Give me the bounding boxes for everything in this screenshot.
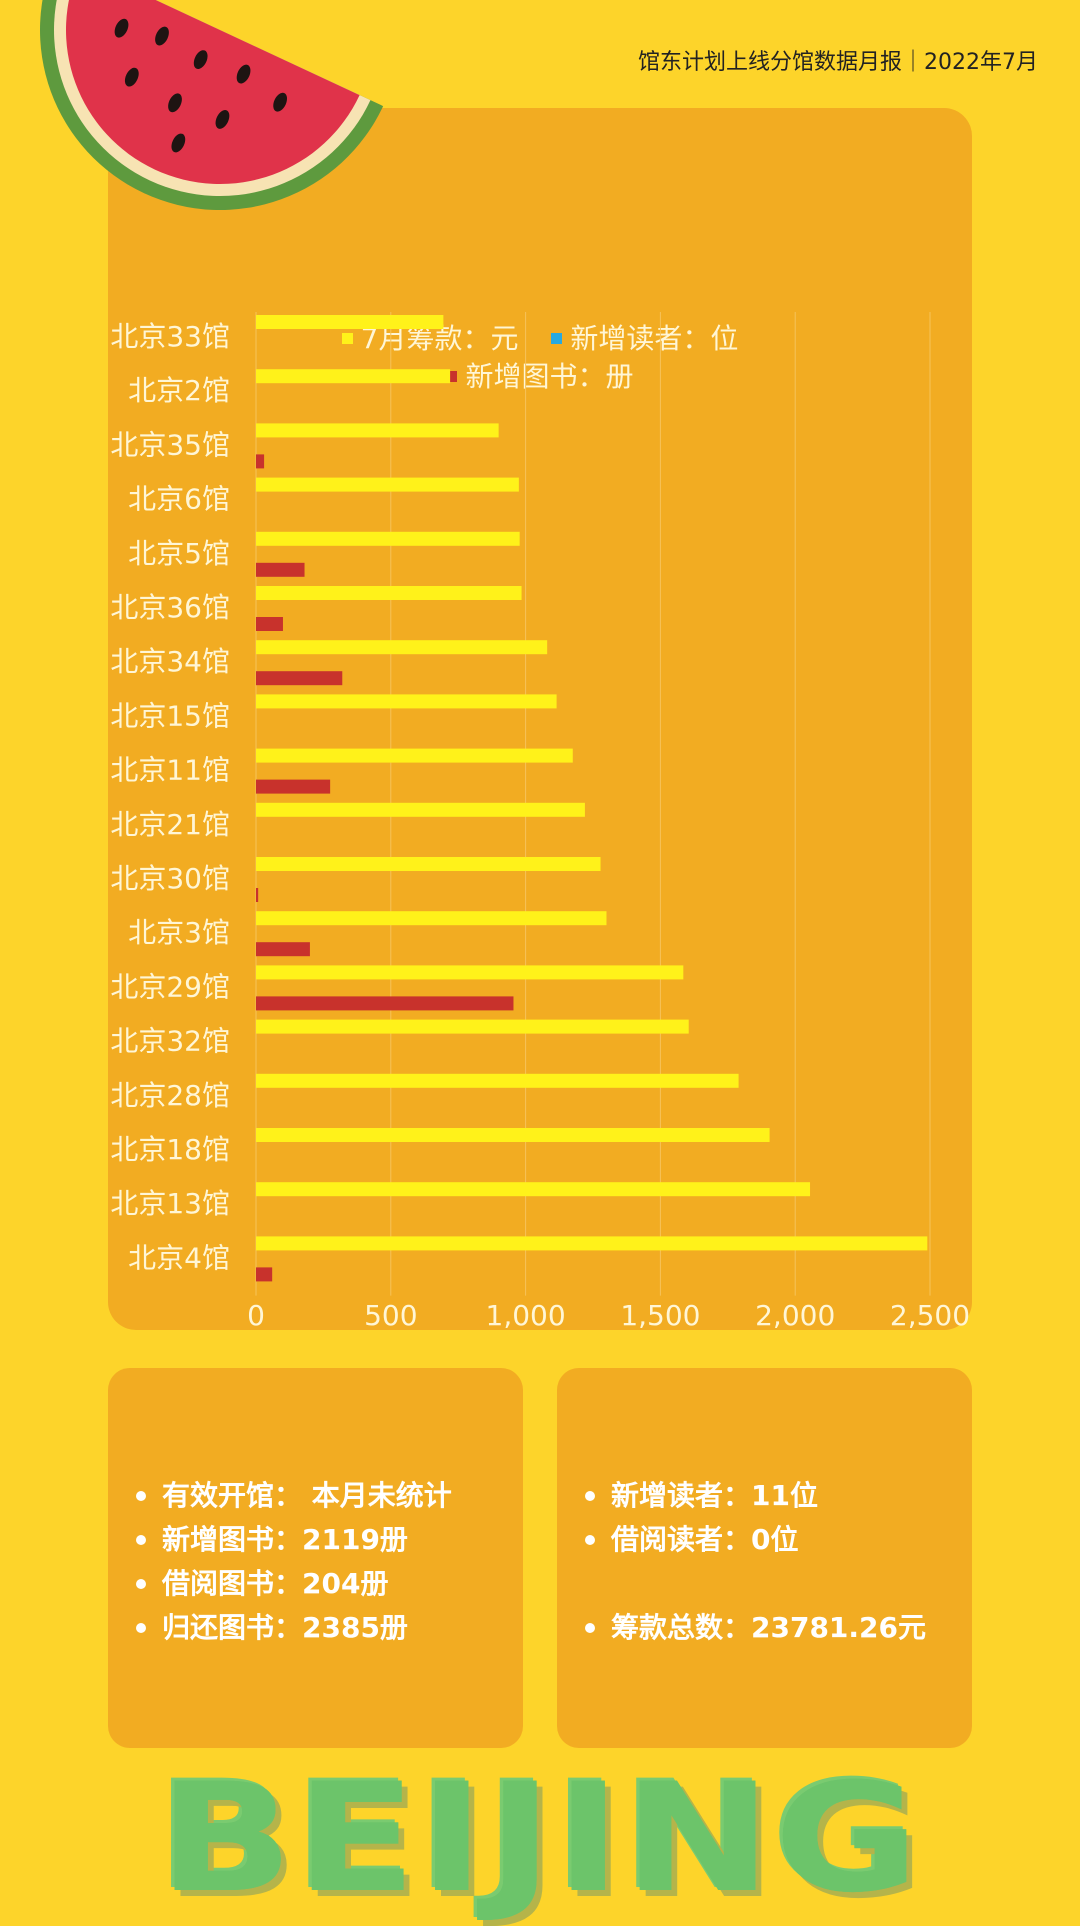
x-tick-label: 1,500 — [620, 1299, 700, 1332]
bar-books — [256, 779, 331, 794]
legend-swatch-funds — [341, 332, 353, 344]
stat-new-readers: 新增读者：11位 — [583, 1474, 926, 1518]
bar-books — [256, 671, 343, 686]
bar-books — [256, 454, 265, 469]
bar-funds — [256, 477, 519, 492]
y-category-label: 北京28馆 — [110, 1079, 230, 1112]
bar-books — [256, 996, 514, 1011]
y-category-label: 北京11馆 — [110, 754, 230, 787]
bar-funds — [256, 369, 451, 384]
stat-returned-books: 归还图书：2385册 — [134, 1606, 452, 1650]
stat-borrowing-readers: 借阅读者：0位 — [583, 1518, 926, 1562]
chart-legend: 7月筹款：元 新增读者：位 新增图书：册 — [108, 320, 972, 396]
bar-books — [256, 617, 283, 631]
y-category-label: 北京3馆 — [128, 916, 230, 949]
stat-open-branches: 有效开馆： 本月未统计 — [134, 1474, 452, 1518]
stats-card-readers: 新增读者：11位 借阅读者：0位 筹款总数：23781.26元 — [557, 1368, 972, 1748]
x-tick-label: 1,000 — [486, 1299, 566, 1332]
brand-title: BEIJING — [158, 1752, 922, 1926]
x-tick-label: 0 — [247, 1299, 265, 1332]
bar-books — [256, 888, 259, 902]
y-category-label: 北京29馆 — [110, 970, 230, 1003]
y-category-label: 北京21馆 — [110, 808, 230, 841]
y-category-label: 北京30馆 — [110, 862, 230, 895]
x-tick-label: 500 — [364, 1299, 417, 1332]
bar-funds — [256, 911, 607, 926]
report-title: 馆东计划上线分馆数据月报｜2022年7月 — [638, 50, 1038, 75]
bar-books — [256, 942, 310, 957]
y-category-label: 北京13馆 — [110, 1187, 230, 1220]
stat-borrowed-books: 借阅图书：204册 — [134, 1562, 452, 1606]
bar-funds — [256, 315, 444, 329]
bar-funds — [256, 694, 557, 709]
bar-funds — [256, 1128, 770, 1142]
y-category-label: 北京6馆 — [128, 483, 230, 516]
bar-books — [256, 562, 305, 577]
bar-funds — [256, 1236, 928, 1251]
bar-funds — [256, 586, 522, 600]
legend-item-readers: 新增读者：位 — [551, 320, 738, 358]
stat-new-books: 新增图书：2119册 — [134, 1518, 452, 1562]
bar-funds — [256, 1073, 739, 1088]
chart-panel: 7月筹款：元 新增读者：位 新增图书：册 — [108, 108, 972, 1330]
bar-funds — [256, 1182, 811, 1197]
y-category-label: 北京36馆 — [110, 591, 230, 624]
bar-funds — [256, 857, 601, 871]
stat-total-funds: 筹款总数：23781.26元 — [583, 1606, 926, 1650]
legend-swatch-readers — [551, 332, 563, 344]
legend-swatch-books — [446, 370, 458, 382]
legend-item-books: 新增图书：册 — [446, 358, 634, 396]
watermelon-icon — [40, 0, 384, 210]
stats-list-readers: 新增读者：11位 借阅读者：0位 筹款总数：23781.26元 — [583, 1474, 926, 1650]
bar-funds — [256, 1019, 689, 1034]
bar-chart: 0 500 1,000 1,500 2,000 2,500 北京33馆北京2馆北京35馆北京… — [110, 312, 970, 1332]
bar-funds — [256, 423, 499, 438]
y-category-label: 北京32馆 — [110, 1025, 230, 1058]
y-category-label: 北京4馆 — [128, 1241, 230, 1274]
y-category-label: 北京15馆 — [110, 699, 230, 732]
x-tick-label: 2,500 — [890, 1299, 970, 1332]
y-category-label: 北京33馆 — [110, 320, 230, 353]
x-tick-label: 2,000 — [755, 1299, 835, 1332]
legend-label-books: 新增图书：册 — [465, 360, 634, 393]
y-category-label: 北京34馆 — [110, 645, 230, 678]
bar-books — [256, 1267, 273, 1282]
bar-funds — [256, 531, 520, 546]
y-category-label: 北京35馆 — [110, 428, 230, 461]
bar-funds — [256, 802, 585, 817]
y-category-label: 北京5馆 — [128, 537, 230, 570]
stats-card-books: 有效开馆： 本月未统计 新增图书：2119册 借阅图书：204册 归还图书：23… — [108, 1368, 523, 1748]
bar-funds — [256, 640, 548, 655]
stats-list-books: 有效开馆： 本月未统计 新增图书：2119册 借阅图书：204册 归还图书：23… — [134, 1474, 452, 1650]
y-category-label: 北京18馆 — [110, 1133, 230, 1166]
y-category-label: 北京2馆 — [128, 374, 230, 407]
legend-label-readers: 新增读者：位 — [570, 322, 739, 355]
bar-funds — [256, 748, 573, 763]
bar-funds — [256, 965, 684, 980]
